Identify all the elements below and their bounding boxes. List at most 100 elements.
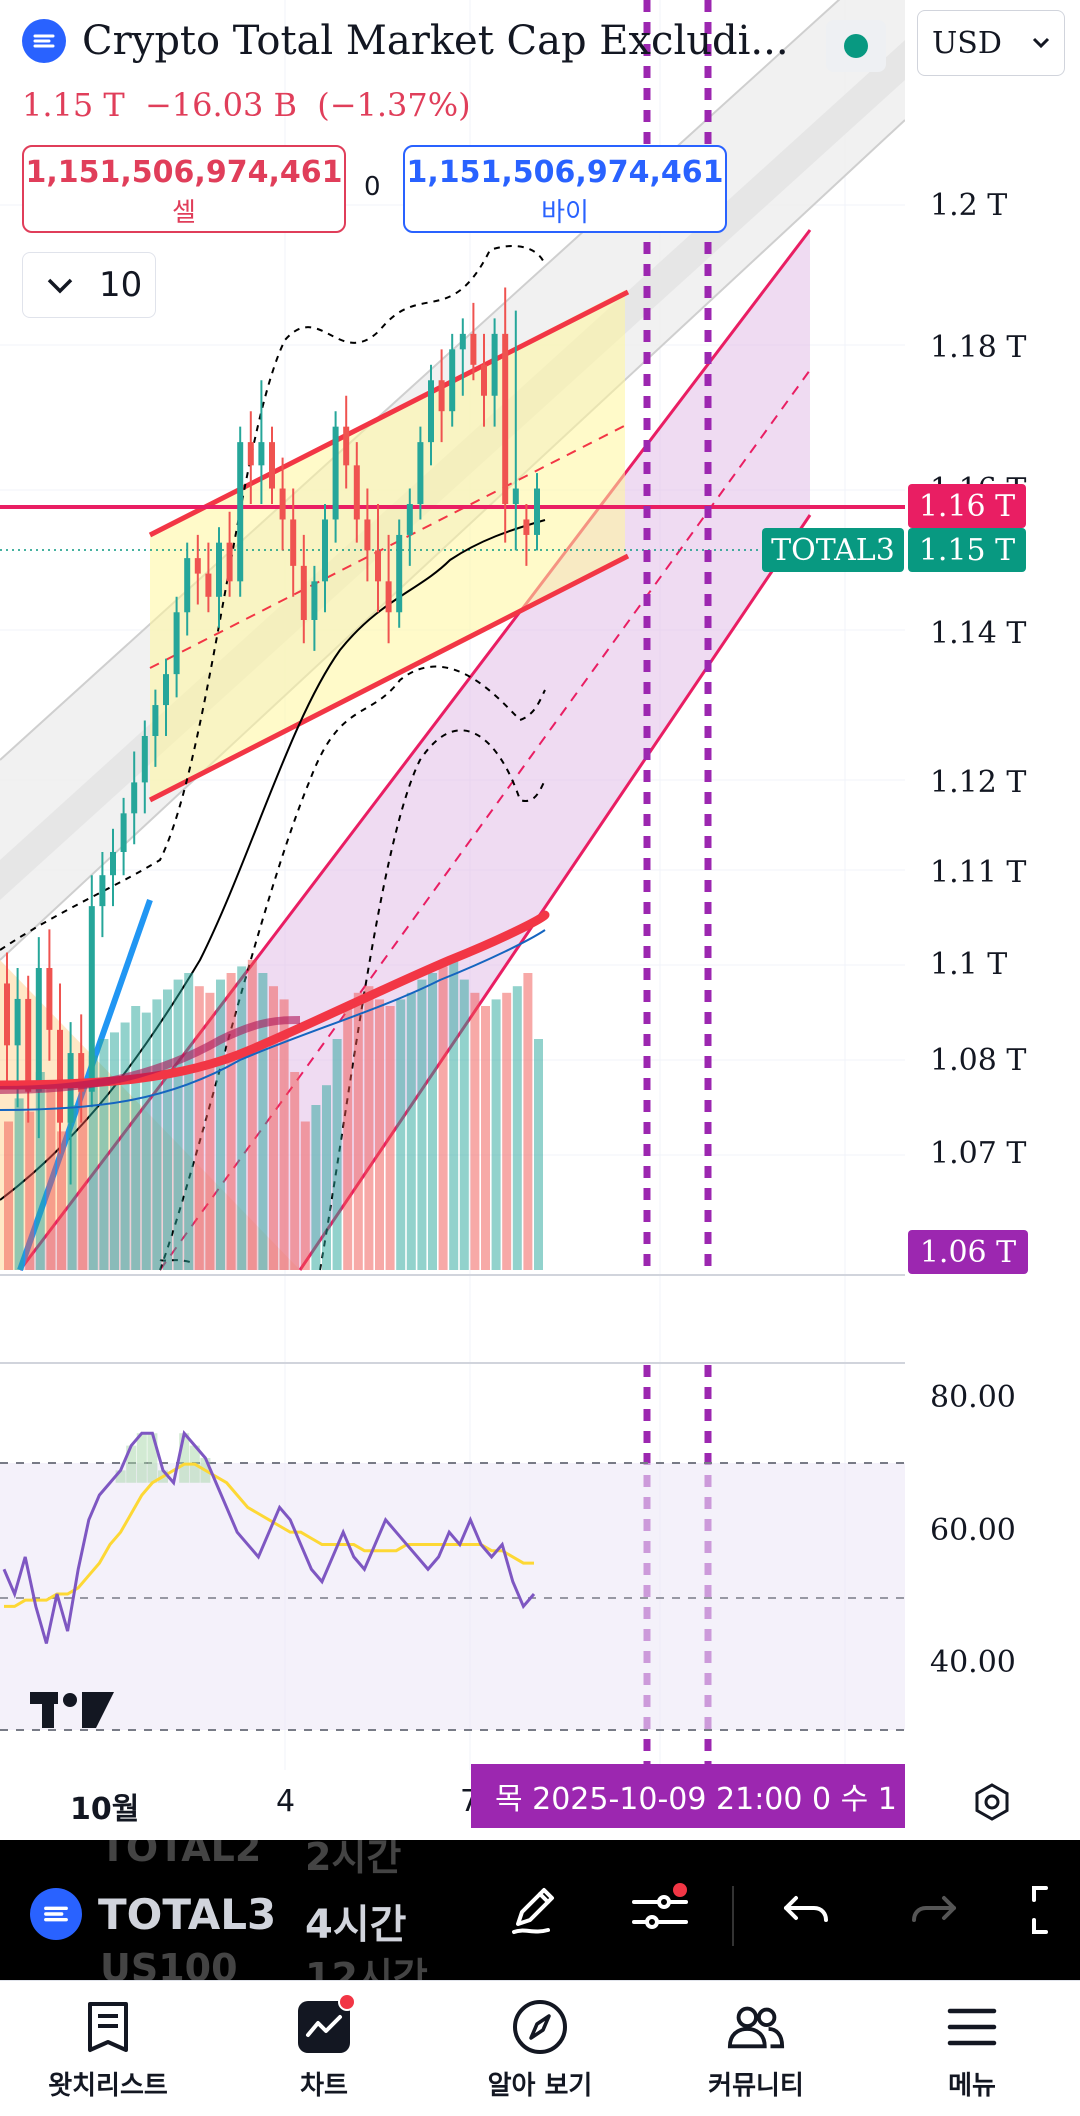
nav-label: 커뮤니티 [708, 2071, 804, 2101]
chart-settings-icon[interactable] [972, 1782, 1012, 1826]
nav-chart[interactable]: 차트 [216, 1981, 432, 2116]
undo-icon[interactable] [776, 1880, 836, 1944]
candle [502, 287, 509, 543]
volume-bar [353, 992, 363, 1270]
volume-bar [481, 1006, 490, 1270]
candle [290, 488, 297, 597]
candle [141, 720, 148, 814]
price-chart[interactable] [0, 0, 905, 1840]
ghost-interval-above: 2시간 [305, 1840, 402, 1879]
notification-badge [338, 1993, 356, 2011]
level-price-tag: 1.16 T [908, 484, 1026, 528]
sell-label: 셀 [172, 198, 196, 228]
candle [353, 442, 360, 543]
candle [46, 929, 53, 1061]
nav-community[interactable]: 커뮤니티 [648, 1981, 864, 2116]
rsi-pane[interactable] [0, 1429, 905, 1731]
volume-bar [141, 1012, 151, 1270]
candle [194, 534, 201, 605]
volume-bar [99, 1039, 109, 1270]
volume-bar [279, 999, 289, 1270]
blue-ma [0, 929, 546, 1111]
candle [110, 828, 116, 907]
candle [523, 504, 530, 566]
chart-icon [294, 1993, 356, 2057]
ghost-interval-below: 12시간 [305, 1955, 428, 1980]
last-price-tag: 1.15 T [908, 528, 1026, 572]
toolbar-symbol: TOTAL3 [98, 1889, 277, 1939]
volume-bar [459, 979, 469, 1270]
ghost-symbol-below: US100 [100, 1946, 238, 1980]
candle [417, 426, 424, 520]
volume-bar [110, 1032, 119, 1270]
candle [385, 534, 392, 644]
nav-label: 메뉴 [948, 2071, 996, 2101]
candle [78, 1014, 85, 1123]
market-status[interactable] [826, 20, 886, 72]
time-axis[interactable]: 10월 4 7 [0, 1770, 1080, 1840]
interval-picker[interactable]: 4시간 [305, 1902, 407, 1948]
drawing-pen-icon[interactable] [504, 1880, 564, 1944]
sell-button[interactable]: 1,151,506,974,461 셀 [22, 145, 346, 233]
price-tick: 1.08 T [930, 1043, 1027, 1078]
volume-bar [205, 992, 215, 1270]
time-tick: 4 [276, 1784, 296, 1819]
redo-icon[interactable] [904, 1880, 964, 1944]
volume-bar [46, 1088, 56, 1270]
candle [120, 797, 127, 876]
candle [216, 527, 222, 628]
symbol-picker[interactable]: TOTAL3 [30, 1888, 276, 1940]
volume-bar [120, 1022, 130, 1270]
volume-bar [184, 973, 194, 1270]
volume-bar [470, 992, 480, 1270]
price-tick: 1.1 T [930, 947, 1008, 982]
candle [184, 542, 191, 636]
volume-bar [311, 1105, 321, 1270]
bottom-navigation: 왓치리스트 차트 알아 보기 커뮤니티 메뉴 [0, 1980, 1080, 2116]
volume-bar [35, 1072, 45, 1270]
symbol-icon [30, 1888, 82, 1940]
candle [406, 488, 413, 566]
nav-explore[interactable]: 알아 보기 [432, 1981, 648, 2116]
candle [152, 689, 159, 767]
market-open-dot-icon [844, 34, 868, 58]
candle [237, 426, 244, 597]
symbol-title[interactable]: Crypto Total Market Cap Excludi... [82, 18, 789, 64]
volume-bar [417, 979, 427, 1270]
marker-price-tag: 1.06 T [908, 1230, 1028, 1274]
nav-menu[interactable]: 메뉴 [864, 1981, 1080, 2116]
candle [459, 318, 466, 396]
volume-bar [449, 956, 459, 1270]
tradingview-logo-icon[interactable] [30, 1688, 114, 1736]
volume-bar [237, 966, 247, 1270]
title-row[interactable]: Crypto Total Market Cap Excludi... [22, 18, 789, 64]
candle [131, 751, 138, 845]
price-tick: 1.18 T [930, 330, 1027, 365]
volume-bar [502, 992, 512, 1270]
price-tick: 1.14 T [930, 616, 1027, 651]
candle [163, 658, 169, 736]
volume-bar [438, 966, 448, 1270]
nav-label: 알아 보기 [487, 2071, 593, 2101]
buy-label: 바이 [541, 198, 589, 228]
currency-select[interactable]: USD [917, 10, 1065, 76]
price-tick: 1.11 T [930, 855, 1027, 890]
volume-bar [375, 999, 384, 1270]
volume-bar [216, 979, 225, 1270]
volume-bar [78, 1078, 88, 1270]
currency-value: USD [932, 25, 1002, 61]
fullscreen-icon[interactable] [1028, 1880, 1080, 1944]
last-price: 1.15 T [22, 86, 125, 124]
quantity-value: 10 [99, 265, 143, 305]
price-tick: 1.07 T [930, 1136, 1027, 1171]
volume-bar [491, 999, 501, 1270]
candle [534, 473, 540, 551]
rsi-tick: 40.00 [930, 1645, 1016, 1680]
candle [226, 511, 233, 597]
indicators-icon[interactable] [628, 1880, 692, 1944]
nav-watchlist[interactable]: 왓치리스트 [0, 1981, 216, 2116]
buy-button[interactable]: 1,151,506,974,461 바이 [403, 145, 727, 233]
quantity-selector[interactable]: 10 [22, 252, 156, 318]
volume-bar [258, 973, 268, 1270]
candle [247, 411, 254, 504]
